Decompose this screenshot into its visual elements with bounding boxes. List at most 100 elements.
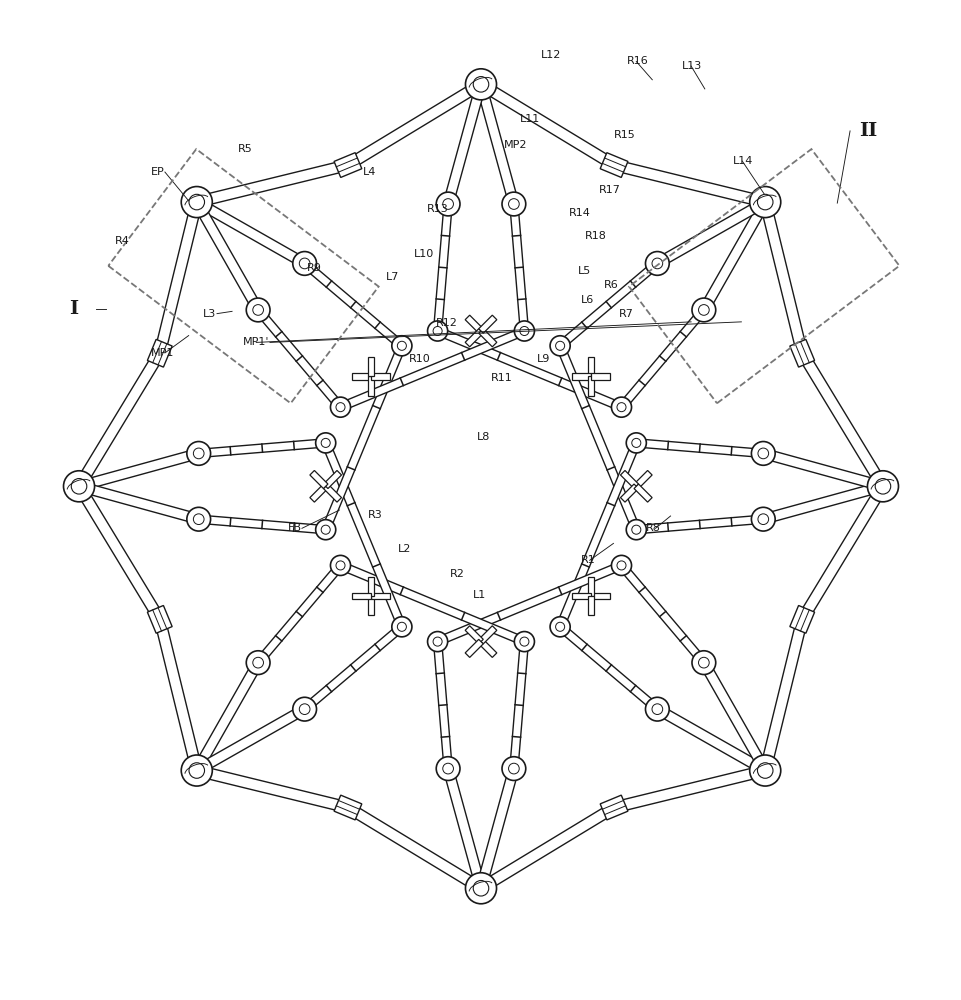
- Text: L12: L12: [540, 50, 560, 60]
- Polygon shape: [309, 470, 328, 489]
- Polygon shape: [368, 357, 374, 376]
- Polygon shape: [555, 344, 639, 531]
- Circle shape: [652, 258, 662, 269]
- Polygon shape: [147, 605, 172, 633]
- Polygon shape: [509, 204, 528, 331]
- Polygon shape: [465, 329, 482, 347]
- Text: R1: R1: [580, 555, 595, 565]
- Circle shape: [751, 442, 775, 465]
- Circle shape: [756, 194, 773, 210]
- Polygon shape: [556, 624, 659, 712]
- Polygon shape: [633, 470, 652, 489]
- Polygon shape: [654, 705, 767, 775]
- Polygon shape: [368, 376, 374, 396]
- Circle shape: [698, 657, 708, 668]
- Polygon shape: [155, 201, 202, 355]
- Circle shape: [391, 336, 411, 356]
- Circle shape: [63, 471, 94, 502]
- Circle shape: [186, 442, 210, 465]
- Polygon shape: [465, 315, 482, 333]
- Polygon shape: [338, 327, 526, 411]
- Text: R14: R14: [568, 208, 590, 218]
- Circle shape: [246, 651, 270, 675]
- Polygon shape: [759, 201, 806, 355]
- Text: MP1: MP1: [151, 348, 174, 358]
- Polygon shape: [612, 160, 766, 207]
- Polygon shape: [635, 439, 763, 458]
- Polygon shape: [555, 441, 639, 628]
- Text: L11: L11: [519, 114, 539, 124]
- Polygon shape: [465, 626, 482, 644]
- Text: R7: R7: [618, 309, 633, 319]
- Polygon shape: [74, 483, 164, 622]
- Polygon shape: [465, 639, 482, 657]
- Polygon shape: [435, 327, 623, 411]
- Text: L4: L4: [362, 167, 376, 177]
- Circle shape: [188, 194, 205, 210]
- Text: L8: L8: [477, 432, 490, 442]
- Polygon shape: [590, 373, 609, 380]
- Polygon shape: [198, 515, 326, 534]
- Polygon shape: [479, 639, 496, 657]
- Polygon shape: [433, 204, 452, 331]
- Text: EP: EP: [151, 167, 164, 177]
- Circle shape: [427, 321, 447, 341]
- Text: I: I: [69, 300, 78, 318]
- Polygon shape: [322, 441, 406, 628]
- Polygon shape: [309, 484, 328, 502]
- Circle shape: [292, 252, 316, 275]
- Polygon shape: [302, 260, 405, 349]
- Circle shape: [652, 704, 662, 715]
- Polygon shape: [333, 795, 361, 820]
- Polygon shape: [323, 470, 341, 489]
- Circle shape: [631, 525, 640, 534]
- Polygon shape: [612, 765, 766, 813]
- Text: L5: L5: [578, 266, 590, 276]
- Polygon shape: [699, 200, 769, 312]
- Circle shape: [397, 622, 406, 631]
- Polygon shape: [600, 153, 628, 177]
- Polygon shape: [192, 200, 262, 312]
- Polygon shape: [590, 593, 609, 599]
- Circle shape: [645, 697, 669, 721]
- Polygon shape: [443, 83, 485, 205]
- Polygon shape: [618, 563, 706, 665]
- Polygon shape: [587, 577, 593, 596]
- Text: R8: R8: [646, 523, 660, 533]
- Polygon shape: [620, 470, 638, 489]
- Polygon shape: [147, 339, 172, 367]
- Polygon shape: [571, 373, 590, 380]
- Circle shape: [875, 479, 890, 494]
- Polygon shape: [368, 596, 374, 615]
- Text: MP2: MP2: [504, 140, 527, 150]
- Polygon shape: [556, 260, 659, 349]
- Circle shape: [299, 704, 309, 715]
- Circle shape: [71, 479, 86, 494]
- Circle shape: [432, 637, 442, 646]
- Circle shape: [631, 438, 640, 447]
- Circle shape: [299, 258, 309, 269]
- Circle shape: [465, 69, 496, 100]
- Polygon shape: [587, 357, 593, 376]
- Text: R2: R2: [450, 569, 464, 579]
- Polygon shape: [323, 484, 341, 502]
- Text: R12: R12: [435, 318, 457, 328]
- Circle shape: [315, 433, 335, 453]
- Polygon shape: [195, 765, 349, 813]
- Circle shape: [432, 326, 442, 336]
- Circle shape: [749, 187, 780, 218]
- Polygon shape: [699, 660, 769, 773]
- Circle shape: [555, 341, 564, 350]
- Circle shape: [550, 617, 570, 637]
- Text: R3: R3: [367, 510, 382, 520]
- Circle shape: [626, 520, 646, 540]
- Circle shape: [427, 632, 447, 652]
- Polygon shape: [789, 605, 814, 633]
- Polygon shape: [478, 80, 616, 170]
- Polygon shape: [433, 641, 452, 769]
- Polygon shape: [620, 484, 638, 502]
- Polygon shape: [255, 563, 343, 665]
- Text: L7: L7: [385, 272, 399, 282]
- Polygon shape: [352, 373, 371, 380]
- Polygon shape: [479, 626, 496, 644]
